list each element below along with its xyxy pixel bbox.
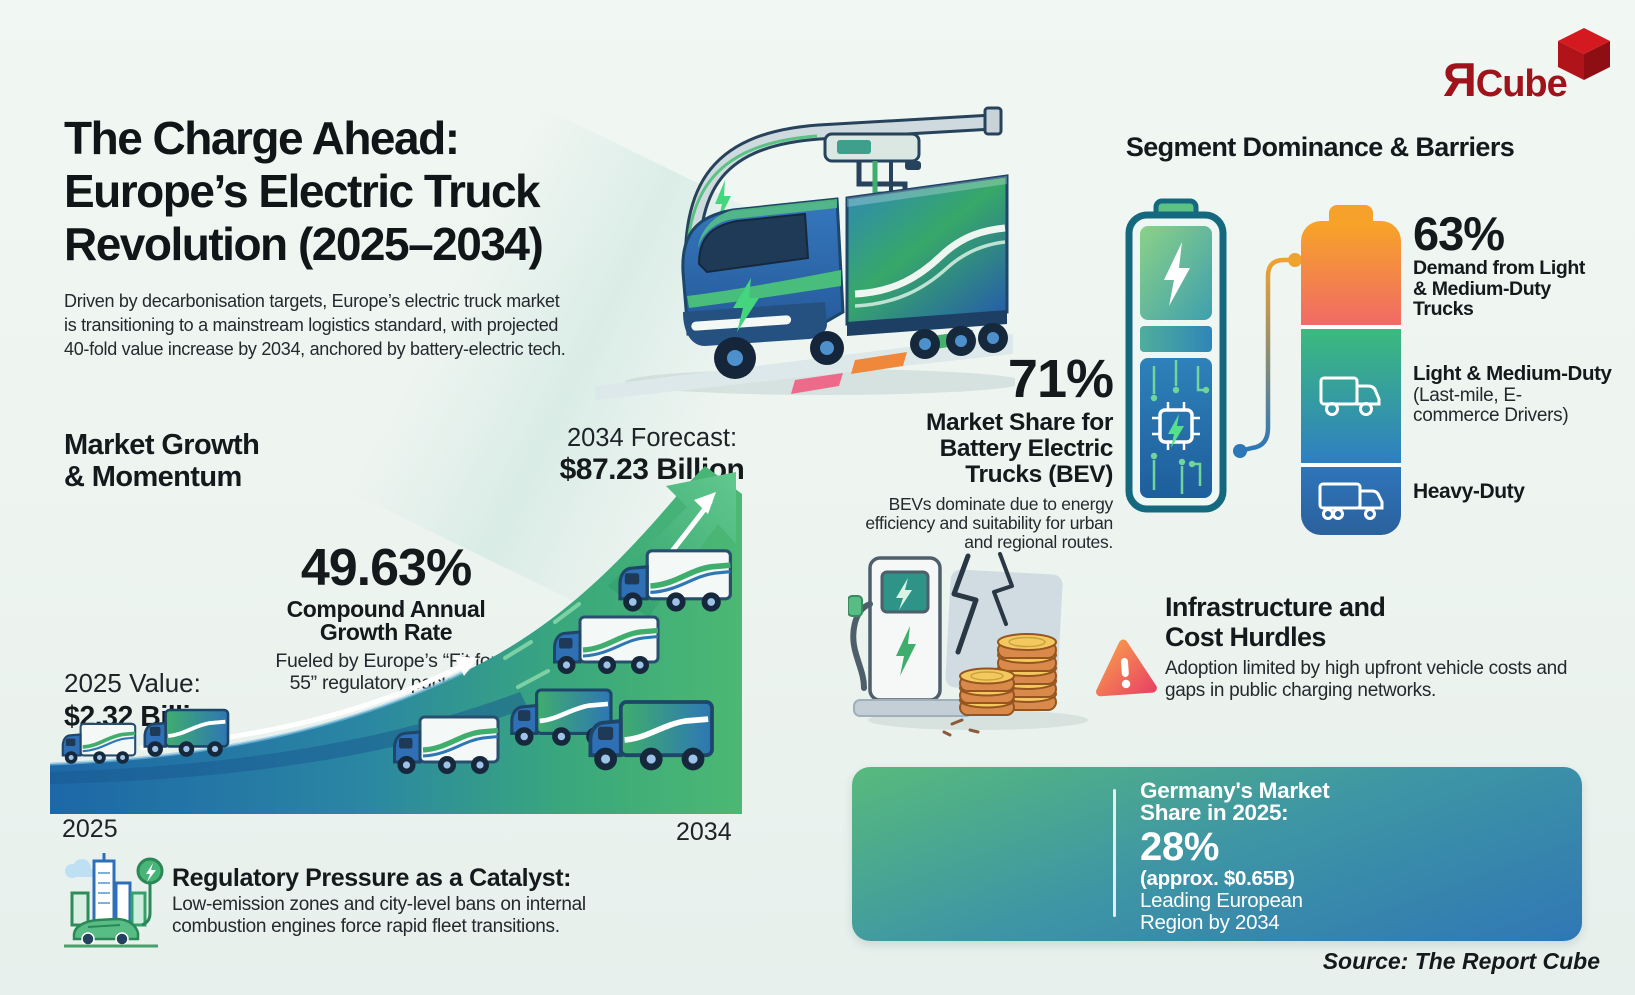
logo-cube-text: Cube — [1475, 63, 1568, 105]
ev-truck-illustration — [595, 106, 1015, 400]
germany-label-1: Germany's Market — [1140, 778, 1330, 803]
market-growth-heading-2: & Momentum — [64, 460, 242, 493]
segment-light-medium-demand — [1301, 221, 1401, 325]
market-growth-heading-1: Market Growth — [64, 429, 260, 461]
segment-sublabel-light: (Last-mile, E-commerce Drivers) — [1413, 385, 1569, 426]
germany-approx-value: (approx. $0.65B) — [1140, 867, 1295, 890]
market-growth-heading: Market Growth & Momentum — [64, 429, 260, 494]
segment-bar — [1301, 205, 1401, 535]
forecast-label: 2034 Forecast: — [566, 424, 738, 452]
coins-icon — [959, 633, 1057, 716]
title-line-1: The Charge Ahead: — [64, 112, 460, 164]
segment-bar-cap — [1329, 205, 1373, 221]
rcube-logo: ЯCube — [1443, 52, 1568, 107]
bev-stat-label-2: Battery Electric — [939, 435, 1114, 463]
axis-label-2034: 2034 — [676, 818, 732, 846]
demand-stat-label: Demand from Light & Medium-Duty Trucks — [1413, 257, 1585, 321]
infrastructure-title-1: Infrastructure and — [1165, 592, 1386, 622]
cube-icon — [1558, 28, 1610, 80]
regulatory-body: Low-emission zones and city-level bans o… — [172, 894, 586, 937]
charging-station-icon — [848, 552, 1088, 737]
bev-stat-label-1: Market Share for — [926, 409, 1113, 436]
germany-note-2: Region by 2034 — [1140, 911, 1280, 934]
infrastructure-title-2: Cost Hurdles — [1165, 622, 1326, 653]
segment-section-heading: Segment Dominance & Barriers — [1125, 132, 1515, 162]
germany-share-value: 28% — [1140, 825, 1220, 869]
title-line-3: Revolution (2025–2034) — [64, 217, 544, 270]
bev-stat-note: BEVs dominate due to energy efficiency a… — [865, 493, 1113, 553]
title-line-2: Europe’s Electric Truck — [64, 164, 541, 217]
bev-stat-label-3: Trucks (BEV) — [965, 461, 1113, 489]
axis-label-2025: 2025 — [62, 815, 118, 843]
segment-bar-body — [1301, 221, 1401, 535]
bev-stat-value: 71% — [1007, 349, 1114, 409]
infrastructure-body: Adoption limited by high upfront vehicle… — [1165, 658, 1568, 701]
start-value-label: 2025 Value: — [64, 668, 201, 698]
cagr-block: 49.63% Compound Annual Growth Rate Fuele… — [272, 538, 500, 695]
germany-card-text: Germany's Market Share in 2025: 28% (app… — [1140, 778, 1440, 934]
segment-light-medium — [1301, 329, 1401, 463]
cagr-label-1: Compound Annual — [286, 596, 486, 622]
infrastructure-title: Infrastructure and Cost Hurdles — [1165, 592, 1386, 653]
germany-card: Germany's Market Share in 2025: 28% (app… — [852, 767, 1582, 941]
demand-stat-value: 63% — [1413, 207, 1505, 260]
growth-chart — [50, 466, 742, 814]
regulatory-title: Regulatory Pressure as a Catalyst: — [172, 864, 572, 892]
segment-label-heavy: Heavy-Duty — [1413, 480, 1525, 503]
page-title: The Charge Ahead: Europe’s Electric Truc… — [64, 112, 544, 271]
warning-icon — [1096, 639, 1157, 697]
germany-note-1: Leading European — [1140, 889, 1303, 912]
cagr-label-2: Growth Rate — [319, 619, 453, 645]
bev-stat-block: 71% Market Share for Battery Electric Tr… — [843, 348, 1114, 553]
logo-r-glyph: Я — [1443, 53, 1477, 106]
cagr-value: 49.63% — [300, 539, 472, 597]
germany-label-2: Share in 2025: — [1140, 800, 1289, 825]
light-truck-icon — [1319, 376, 1381, 416]
battery-icon — [1125, 198, 1227, 513]
germany-card-divider — [1113, 789, 1116, 917]
source-attribution: Source: The Report Cube — [1322, 948, 1600, 974]
connector-line — [1233, 253, 1302, 458]
segment-label-light: Light & Medium-Duty — [1413, 362, 1612, 385]
heavy-truck-icon — [1318, 482, 1384, 520]
city-ev-icon — [64, 853, 164, 948]
page-subtitle: Driven by decarbonisation targets, Europ… — [64, 291, 566, 359]
segment-heavy-duty — [1301, 467, 1401, 535]
